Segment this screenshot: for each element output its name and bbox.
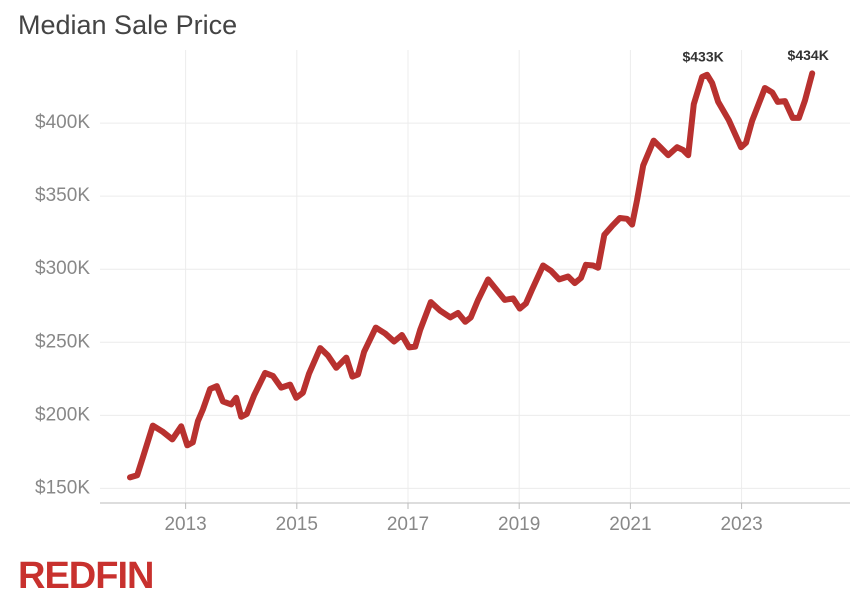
- chart-title: Median Sale Price: [18, 10, 237, 40]
- line: [127, 70, 816, 481]
- y-tick-label: $250K: [35, 331, 90, 352]
- y-tick-label: $350K: [35, 185, 90, 206]
- y-tick-label: $400K: [35, 112, 90, 133]
- annotation: $433K: [682, 49, 723, 65]
- x-tick-label: 2019: [498, 514, 540, 535]
- y-tick-label: $150K: [35, 477, 90, 498]
- annotation: $434K: [788, 47, 829, 63]
- x-tick-label: 2015: [276, 514, 318, 535]
- y-tick-label: $300K: [35, 258, 90, 279]
- x-tick-label: 2017: [387, 514, 429, 535]
- y-tick-label: $200K: [35, 404, 90, 425]
- x-tick-label: 2021: [609, 514, 651, 535]
- logo: REDFIN: [18, 555, 153, 597]
- x-tick-label: 2013: [164, 514, 206, 535]
- x-tick-label: 2023: [720, 514, 762, 535]
